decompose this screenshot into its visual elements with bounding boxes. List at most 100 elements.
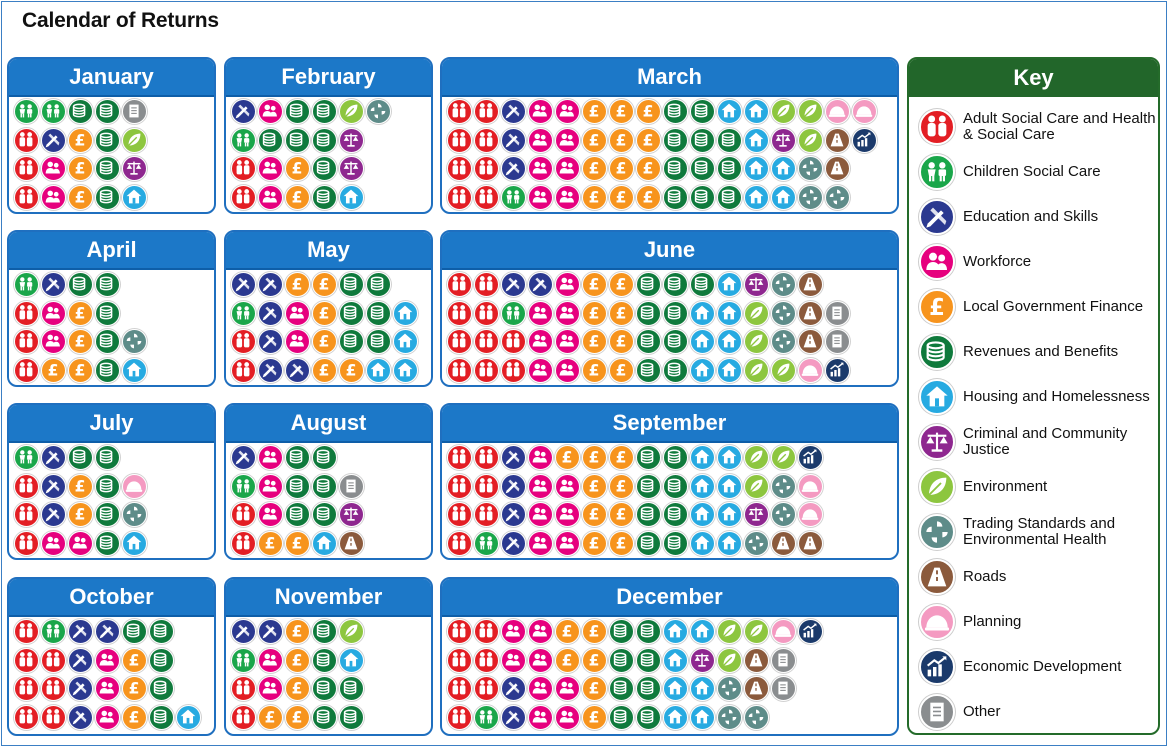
children-icon (41, 99, 66, 124)
month-panel-september: September £ £ £ £ £ £ £ £ £ (440, 403, 899, 560)
adults-icon (447, 473, 472, 499)
scales-icon (339, 127, 364, 153)
pound-icon: £ (582, 619, 607, 644)
month-panel-august: August £ £ (224, 403, 433, 560)
adults-icon (14, 300, 39, 326)
pound-icon: £ (609, 127, 634, 153)
people-icon (285, 300, 310, 326)
people-icon (528, 676, 553, 701)
key-label: Workforce (963, 253, 1032, 270)
pound-icon: £ (609, 502, 634, 527)
document-icon (771, 676, 796, 701)
leaf-icon (771, 99, 796, 124)
pound-icon: £ (122, 676, 147, 701)
pound-icon: £ (582, 184, 607, 210)
coins-icon (339, 300, 364, 326)
pencil-ruler-icon (41, 272, 66, 297)
pound-icon: £ (582, 272, 607, 297)
children-icon (231, 300, 256, 326)
children-icon (919, 154, 955, 190)
adults-icon (231, 676, 256, 701)
key-label: Revenues and Benefits (963, 343, 1119, 360)
people-icon (528, 300, 553, 326)
pound-icon: £ (68, 357, 93, 383)
adults-icon (474, 357, 499, 383)
pound-icon: £ (609, 329, 634, 354)
coins-icon (690, 127, 715, 153)
leaf-icon (744, 300, 769, 326)
house-icon (690, 445, 715, 470)
pencil-ruler-icon (528, 272, 553, 297)
children-icon (231, 127, 256, 153)
coins-icon (663, 127, 688, 153)
pencil-ruler-icon (258, 329, 283, 354)
month-panel-january: January £ £ £ (7, 57, 216, 214)
road-icon (744, 676, 769, 701)
house-icon (919, 379, 955, 415)
pencil-ruler-icon (95, 619, 120, 644)
hardhat-icon (122, 473, 147, 499)
coins-icon (339, 329, 364, 354)
coins-icon (312, 99, 337, 124)
people-icon (528, 357, 553, 383)
scales-icon (771, 127, 796, 153)
house-icon (663, 704, 688, 730)
coins-icon (663, 445, 688, 470)
svg-text:£: £ (616, 506, 627, 524)
growth-chart-icon (798, 619, 823, 644)
pound-icon: £ (285, 530, 310, 556)
pound-icon: £ (312, 357, 337, 383)
coins-icon (366, 300, 391, 326)
pound-icon: £ (582, 99, 607, 124)
document-icon (339, 473, 364, 499)
key-item-ts: Trading Standards and Environmental Heal… (915, 512, 1155, 552)
growth-chart-icon (852, 127, 877, 153)
svg-text:£: £ (292, 651, 303, 669)
pound-icon: £ (609, 272, 634, 297)
coins-icon (636, 676, 661, 701)
adults-icon (447, 329, 472, 354)
coins-icon (663, 473, 688, 499)
road-icon (919, 559, 955, 595)
adults-icon (474, 272, 499, 297)
svg-text:£: £ (589, 651, 600, 669)
adults-icon (474, 502, 499, 527)
pound-icon: £ (582, 357, 607, 383)
swirl-icon (366, 99, 391, 124)
pound-icon: £ (609, 530, 634, 556)
pencil-ruler-icon (501, 676, 526, 701)
svg-text:£: £ (589, 160, 600, 178)
coins-icon (312, 619, 337, 644)
adults-icon (14, 329, 39, 354)
month-title-june: June (442, 232, 897, 270)
pencil-ruler-icon (68, 676, 93, 701)
key-label: Roads (963, 568, 1007, 585)
pencil-ruler-icon (258, 357, 283, 383)
pencil-ruler-icon (41, 127, 66, 153)
coins-icon (663, 156, 688, 181)
children-icon (501, 184, 526, 210)
pencil-ruler-icon (919, 199, 955, 235)
svg-text:£: £ (292, 160, 303, 178)
coins-icon (636, 502, 661, 527)
key-label: Local Government Finance (963, 298, 1144, 315)
swirl-icon (825, 184, 850, 210)
swirl-icon (717, 704, 742, 730)
pencil-ruler-icon (501, 99, 526, 124)
leaf-icon (798, 127, 823, 153)
pound-icon: £ (285, 272, 310, 297)
house-icon (744, 184, 769, 210)
adults-icon (231, 704, 256, 730)
adults-icon (474, 99, 499, 124)
swirl-icon (771, 473, 796, 499)
people-icon (258, 156, 283, 181)
road-icon (339, 530, 364, 556)
svg-text:£: £ (616, 276, 627, 294)
svg-text:£: £ (616, 361, 627, 379)
leaf-icon (744, 329, 769, 354)
coins-icon (609, 647, 634, 673)
svg-text:£: £ (616, 103, 627, 121)
coins-icon (636, 300, 661, 326)
svg-text:£: £ (75, 506, 86, 524)
pound-icon: £ (41, 357, 66, 383)
